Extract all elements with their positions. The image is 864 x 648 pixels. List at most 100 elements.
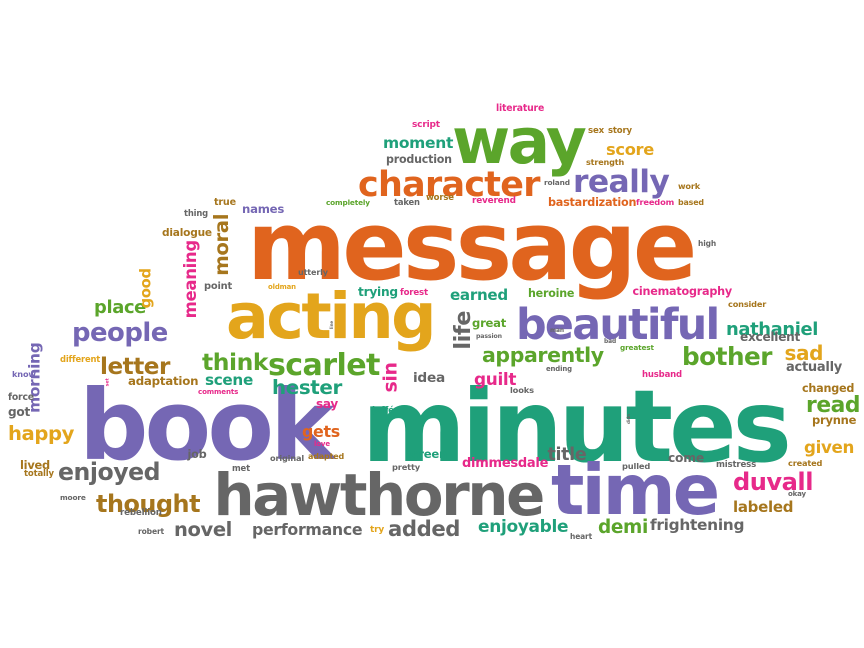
word-way: way [452, 104, 587, 178]
word-duvall: duvall [733, 468, 813, 496]
word-life: life [449, 310, 476, 350]
word-enjoyable: enjoyable [478, 516, 569, 537]
word-happy: happy [8, 422, 75, 445]
word-changed: changed [802, 381, 855, 395]
word-created: created [788, 458, 823, 468]
word-earned: earned [450, 285, 508, 304]
word-freedom: freedom [636, 197, 675, 207]
word-moore: moore [60, 492, 86, 502]
word-enjoyed: enjoyed [58, 458, 161, 486]
word-good: good [137, 267, 155, 308]
word-frightening: frightening [650, 515, 745, 534]
word-cinematography: cinematography [632, 284, 733, 298]
word-husband: husband [642, 369, 682, 380]
word-character: character [358, 164, 540, 205]
word-scene: scene [205, 370, 253, 389]
word-original: original [270, 453, 304, 463]
word-given: given [804, 436, 855, 457]
word-demi: demi [598, 516, 648, 538]
word-ending: ending [546, 364, 572, 373]
word-adaptation: adaptation [128, 374, 199, 388]
word-gets: gets [302, 422, 340, 441]
word-beautiful: beautiful [516, 299, 720, 350]
word-high: high [698, 239, 717, 248]
word-performance: performance [252, 520, 363, 539]
word-sin: sin [379, 361, 402, 392]
word-based: based [678, 198, 704, 207]
word-nathaniel: nathaniel [726, 319, 819, 340]
word-trying: trying [358, 285, 398, 299]
word-try: try [370, 524, 385, 535]
word-didn: didn [625, 414, 631, 424]
word-adapted: adapted [308, 452, 345, 461]
word-novel: novel [174, 518, 232, 541]
word-minutes: minutes [362, 370, 792, 485]
word-dialogue: dialogue [162, 226, 212, 239]
word-worse: worse [426, 193, 454, 203]
word-production: production [386, 152, 452, 166]
word-roland: roland [544, 177, 570, 187]
word-idea: idea [413, 370, 445, 386]
word-title: title [547, 445, 587, 465]
word-heroine: heroine [528, 286, 575, 300]
word-consider: consider [728, 299, 767, 309]
word-hawthorne: hawthorne [213, 461, 546, 529]
word-place: place [94, 297, 146, 318]
word-actually: actually [786, 359, 843, 375]
word-script: script [412, 119, 440, 130]
word-different: different [60, 354, 101, 364]
word-people: people [72, 318, 168, 348]
word-come: come [668, 451, 704, 465]
word-think: think [202, 348, 269, 376]
word-taken: taken [394, 197, 420, 207]
word-met: met [232, 462, 250, 473]
word-okay: okay [788, 489, 806, 498]
word-scarlet: scarlet [268, 348, 380, 383]
word-bother: bother [682, 341, 772, 371]
word-message: message [247, 192, 697, 302]
word-book: book [79, 368, 335, 482]
word-screen: screen [405, 447, 448, 461]
word-labeled: labeled [733, 497, 794, 516]
word-totally: totally [24, 468, 54, 479]
word-hester: hester [272, 376, 342, 399]
word-know: know [12, 369, 36, 379]
word-really: really [573, 163, 670, 200]
word-sad: sad [784, 341, 824, 365]
word-score: score [606, 140, 654, 159]
word-man: man [550, 328, 564, 334]
word-pulled: pulled [622, 461, 651, 471]
word-true: true [214, 197, 236, 208]
word-literature: literature [496, 102, 545, 114]
word-prynne: prynne [812, 413, 857, 427]
word-sex: sex [588, 125, 604, 136]
word-force: force [8, 391, 34, 403]
word-heart: heart [570, 532, 593, 541]
word-moral: moral [210, 213, 234, 276]
word-great: great [472, 316, 507, 330]
word-apparently: apparently [482, 342, 604, 367]
word-pretty: pretty [392, 462, 421, 472]
word-robert: robert [138, 527, 165, 536]
word-completely: completely [326, 197, 370, 207]
word-got: got [8, 405, 31, 419]
word-greatest: greatest [620, 342, 654, 352]
word-work: work [678, 181, 701, 191]
word-line: line [328, 321, 334, 329]
word-moment: moment [383, 134, 454, 152]
word-added: added [388, 515, 461, 541]
word-rebellion: rebellion [120, 507, 162, 518]
word-passion: passion [476, 333, 502, 340]
word-comments: comments [198, 386, 239, 396]
word-read: read [806, 393, 861, 418]
word-reverend: reverend [472, 196, 516, 206]
word-looks: looks [510, 385, 534, 395]
word-time: time [551, 450, 720, 531]
word-letter: letter [100, 353, 170, 380]
word-excellent: excellent [740, 330, 801, 344]
word-names: names [242, 202, 285, 216]
word-forest: forest [400, 287, 428, 298]
word-guilt: guilt [474, 368, 517, 389]
word-thing: thing [184, 208, 208, 218]
